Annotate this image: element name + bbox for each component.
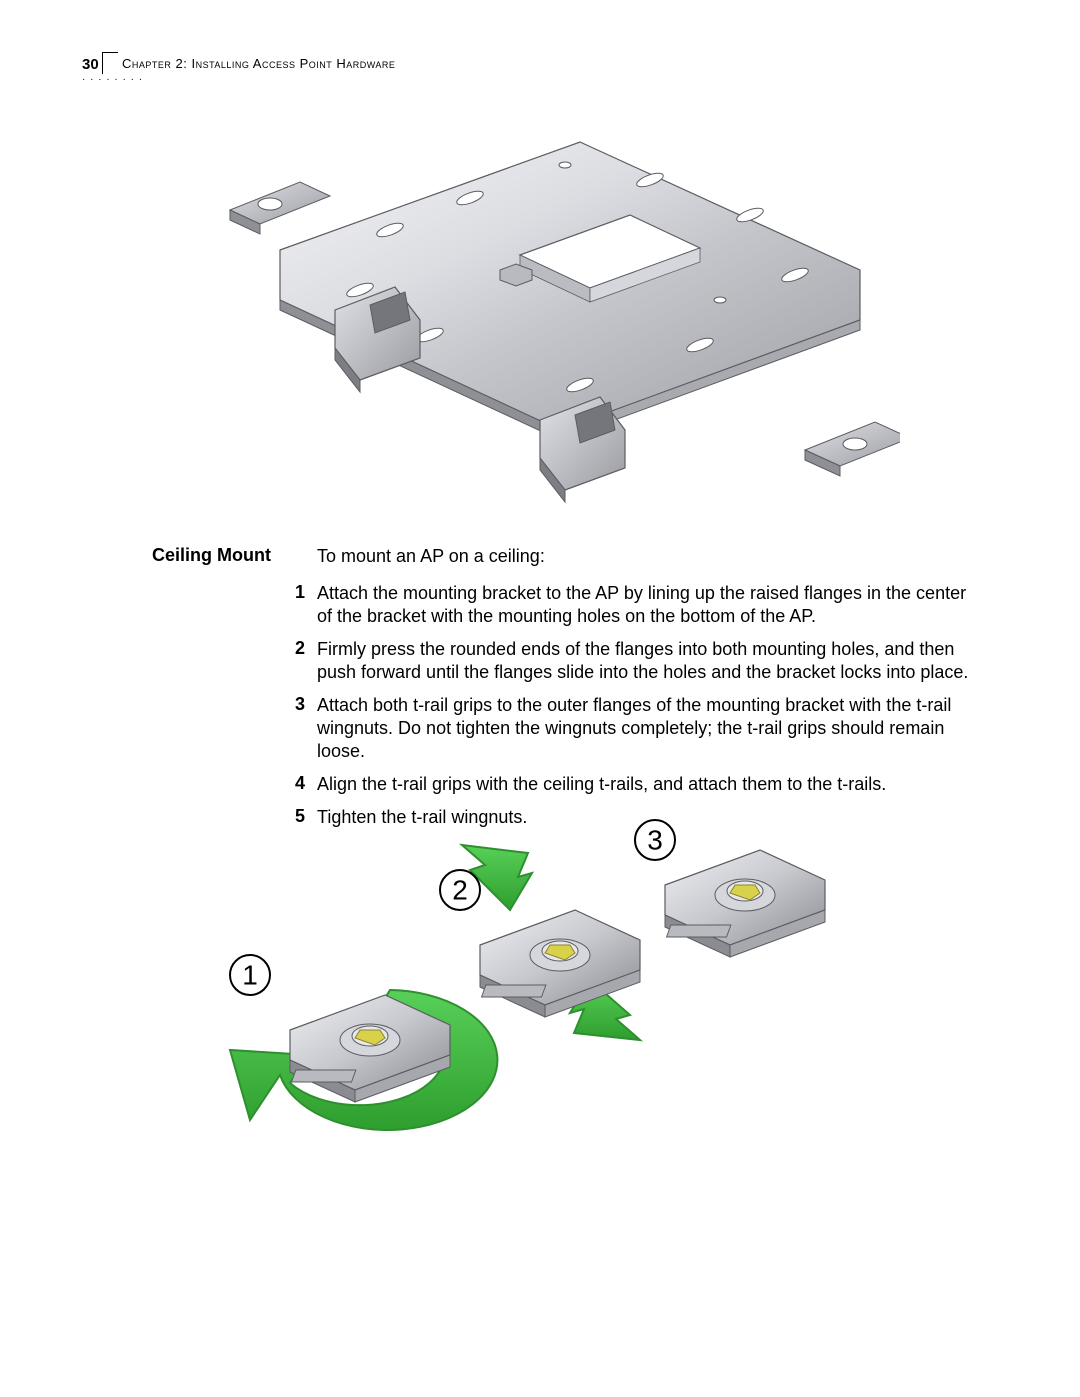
trail-grip-figure: 1 2 3	[210, 815, 900, 1135]
step-number: 1	[281, 582, 311, 603]
step-number: 2	[281, 638, 311, 659]
side-heading: Ceiling Mount	[150, 545, 275, 566]
page-number: 30	[82, 56, 99, 73]
step-number: 4	[281, 773, 311, 794]
instructions-block: Ceiling Mount To mount an AP on a ceilin…	[150, 545, 970, 839]
trail-clip-2	[480, 910, 640, 1017]
step-text: Align the t-rail grips with the ceiling …	[317, 773, 970, 796]
svg-text:3: 3	[647, 825, 663, 856]
page: · · · · · · · · 30 Chapter 2: Installing…	[0, 0, 1080, 1397]
step-text: Attach the mounting bracket to the AP by…	[317, 582, 970, 628]
page-header: · · · · · · · · 30 Chapter 2: Installing…	[82, 52, 1010, 82]
callout-1: 1	[230, 955, 270, 995]
header-rule-ornament	[102, 52, 118, 74]
trail-clip-3	[665, 850, 825, 957]
callout-3: 3	[635, 820, 675, 860]
callout-2: 2	[440, 870, 480, 910]
intro-text: To mount an AP on a ceiling:	[317, 545, 970, 568]
svg-text:2: 2	[452, 875, 468, 906]
step-text: Attach both t-rail grips to the outer fl…	[317, 694, 970, 763]
step-text: Firmly press the rounded ends of the fla…	[317, 638, 970, 684]
mounting-bracket-figure	[220, 120, 900, 525]
step-number: 3	[281, 694, 311, 715]
header-dots-ornament: · · · · · · · ·	[82, 74, 143, 85]
svg-text:1: 1	[242, 960, 258, 991]
running-head: Chapter 2: Installing Access Point Hardw…	[122, 56, 395, 71]
